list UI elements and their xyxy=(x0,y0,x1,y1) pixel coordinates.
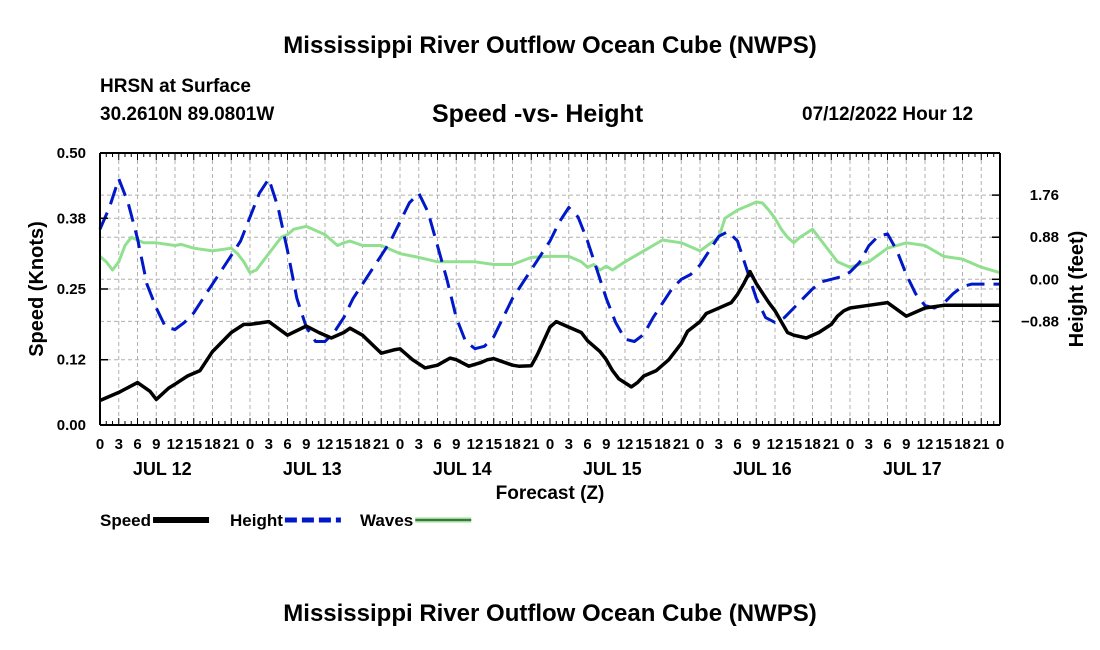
axis-labels: 0 3 6 9 12 15 18 21 0 3 6 9 12 15 18 21 0 3 6 9 12 15 18 21 0 3 6 9… xyxy=(26,145,1088,504)
y-tick-label: 0.38 xyxy=(57,210,86,227)
legend-label-waves: Waves xyxy=(360,511,413,530)
x-tick-label: 21 xyxy=(523,436,540,453)
x-axis-title: Forecast (Z) xyxy=(496,483,605,504)
y2-tick-label: 1.76 xyxy=(1030,187,1059,204)
x-tick-label: 21 xyxy=(973,436,990,453)
y-tick-label: 0.12 xyxy=(57,352,86,369)
x-tick-label: 0 xyxy=(246,436,254,453)
legend-label-speed: Speed xyxy=(100,511,151,530)
day-label: JUL 14 xyxy=(433,459,492,479)
height-series-line xyxy=(98,177,1000,351)
x-tick-label: 0 xyxy=(846,436,854,453)
day-label: JUL 17 xyxy=(883,459,942,479)
x-tick-label: 9 xyxy=(452,436,460,453)
x-tick-label: 0 xyxy=(996,436,1004,453)
x-tick-label: 15 xyxy=(635,436,652,453)
x-tick-label: 9 xyxy=(602,436,610,453)
x-tick-label: 9 xyxy=(302,436,310,453)
y-tick-label: 0.00 xyxy=(57,417,86,434)
x-tick-label: 21 xyxy=(223,436,240,453)
x-tick-label: 12 xyxy=(767,436,784,453)
y2-tick-label: 0.88 xyxy=(1030,229,1059,246)
x-tick-label: 12 xyxy=(617,436,634,453)
x-tick-label: 18 xyxy=(954,436,971,453)
x-tick-label: 3 xyxy=(415,436,423,453)
x-tick-label: 6 xyxy=(733,436,741,453)
y-tick-label: 0.25 xyxy=(57,281,86,298)
x-tick-label: 3 xyxy=(565,436,573,453)
x-tick-label: 21 xyxy=(373,436,390,453)
legend: Speed Height Waves xyxy=(100,511,472,530)
waves-series-line xyxy=(99,200,1001,275)
location-label: HRSN at Surface xyxy=(100,76,251,97)
x-tick-label: 15 xyxy=(785,436,802,453)
series-group xyxy=(98,177,1001,403)
x-tick-label: 3 xyxy=(715,436,723,453)
legend-label-height: Height xyxy=(230,511,283,530)
grid xyxy=(100,153,1000,425)
x-tick-label: 12 xyxy=(167,436,184,453)
x-tick-label: 15 xyxy=(185,436,202,453)
x-tick-label: 9 xyxy=(752,436,760,453)
y2-tick-label: 0.00 xyxy=(1030,271,1059,288)
x-tick-label: 18 xyxy=(204,436,221,453)
x-tick-label: 12 xyxy=(317,436,334,453)
y2-axis-title: Height (feet) xyxy=(1066,231,1088,348)
x-tick-label: 18 xyxy=(804,436,821,453)
x-tick-label: 15 xyxy=(335,436,352,453)
x-tick-label: 6 xyxy=(283,436,291,453)
coordinates-label: 30.2610N 89.0801W xyxy=(100,104,275,125)
chart-subtitle: Speed -vs- Height xyxy=(432,100,644,128)
x-tick-label: 6 xyxy=(133,436,141,453)
x-tick-label: 0 xyxy=(546,436,554,453)
x-tick-label: 12 xyxy=(917,436,934,453)
x-tick-label: 15 xyxy=(485,436,502,453)
x-tick-label: 3 xyxy=(265,436,273,453)
forecast-datetime-label: 07/12/2022 Hour 12 xyxy=(802,104,974,125)
x-tick-label: 6 xyxy=(433,436,441,453)
x-tick-label: 0 xyxy=(696,436,704,453)
x-tick-label: 18 xyxy=(654,436,671,453)
x-tick-label: 3 xyxy=(115,436,123,453)
day-label: JUL 13 xyxy=(283,459,342,479)
day-label: JUL 16 xyxy=(733,459,792,479)
x-tick-label: 0 xyxy=(396,436,404,453)
x-tick-label: 21 xyxy=(823,436,840,453)
axes xyxy=(99,152,1001,426)
footer-title: Mississippi River Outflow Ocean Cube (NW… xyxy=(283,600,817,627)
x-tick-label: 18 xyxy=(504,436,521,453)
x-tick-label: 0 xyxy=(96,436,104,453)
day-label: JUL 12 xyxy=(133,459,192,479)
x-tick-label: 3 xyxy=(865,436,873,453)
x-tick-label: 9 xyxy=(152,436,160,453)
x-tick-label: 15 xyxy=(935,436,952,453)
y-axis-title: Speed (Knots) xyxy=(26,221,48,357)
x-tick-label: 21 xyxy=(673,436,690,453)
x-tick-label: 6 xyxy=(583,436,591,453)
speed-series-line xyxy=(99,269,1000,403)
x-tick-label: 9 xyxy=(902,436,910,453)
x-tick-label: 6 xyxy=(883,436,891,453)
chart-main-title: Mississippi River Outflow Ocean Cube (NW… xyxy=(283,32,817,59)
day-label: JUL 15 xyxy=(583,459,642,479)
x-tick-label: 12 xyxy=(467,436,484,453)
y-tick-label: 0.50 xyxy=(57,145,86,162)
y2-tick-label: −0.88 xyxy=(1021,313,1059,330)
x-tick-label: 18 xyxy=(354,436,371,453)
